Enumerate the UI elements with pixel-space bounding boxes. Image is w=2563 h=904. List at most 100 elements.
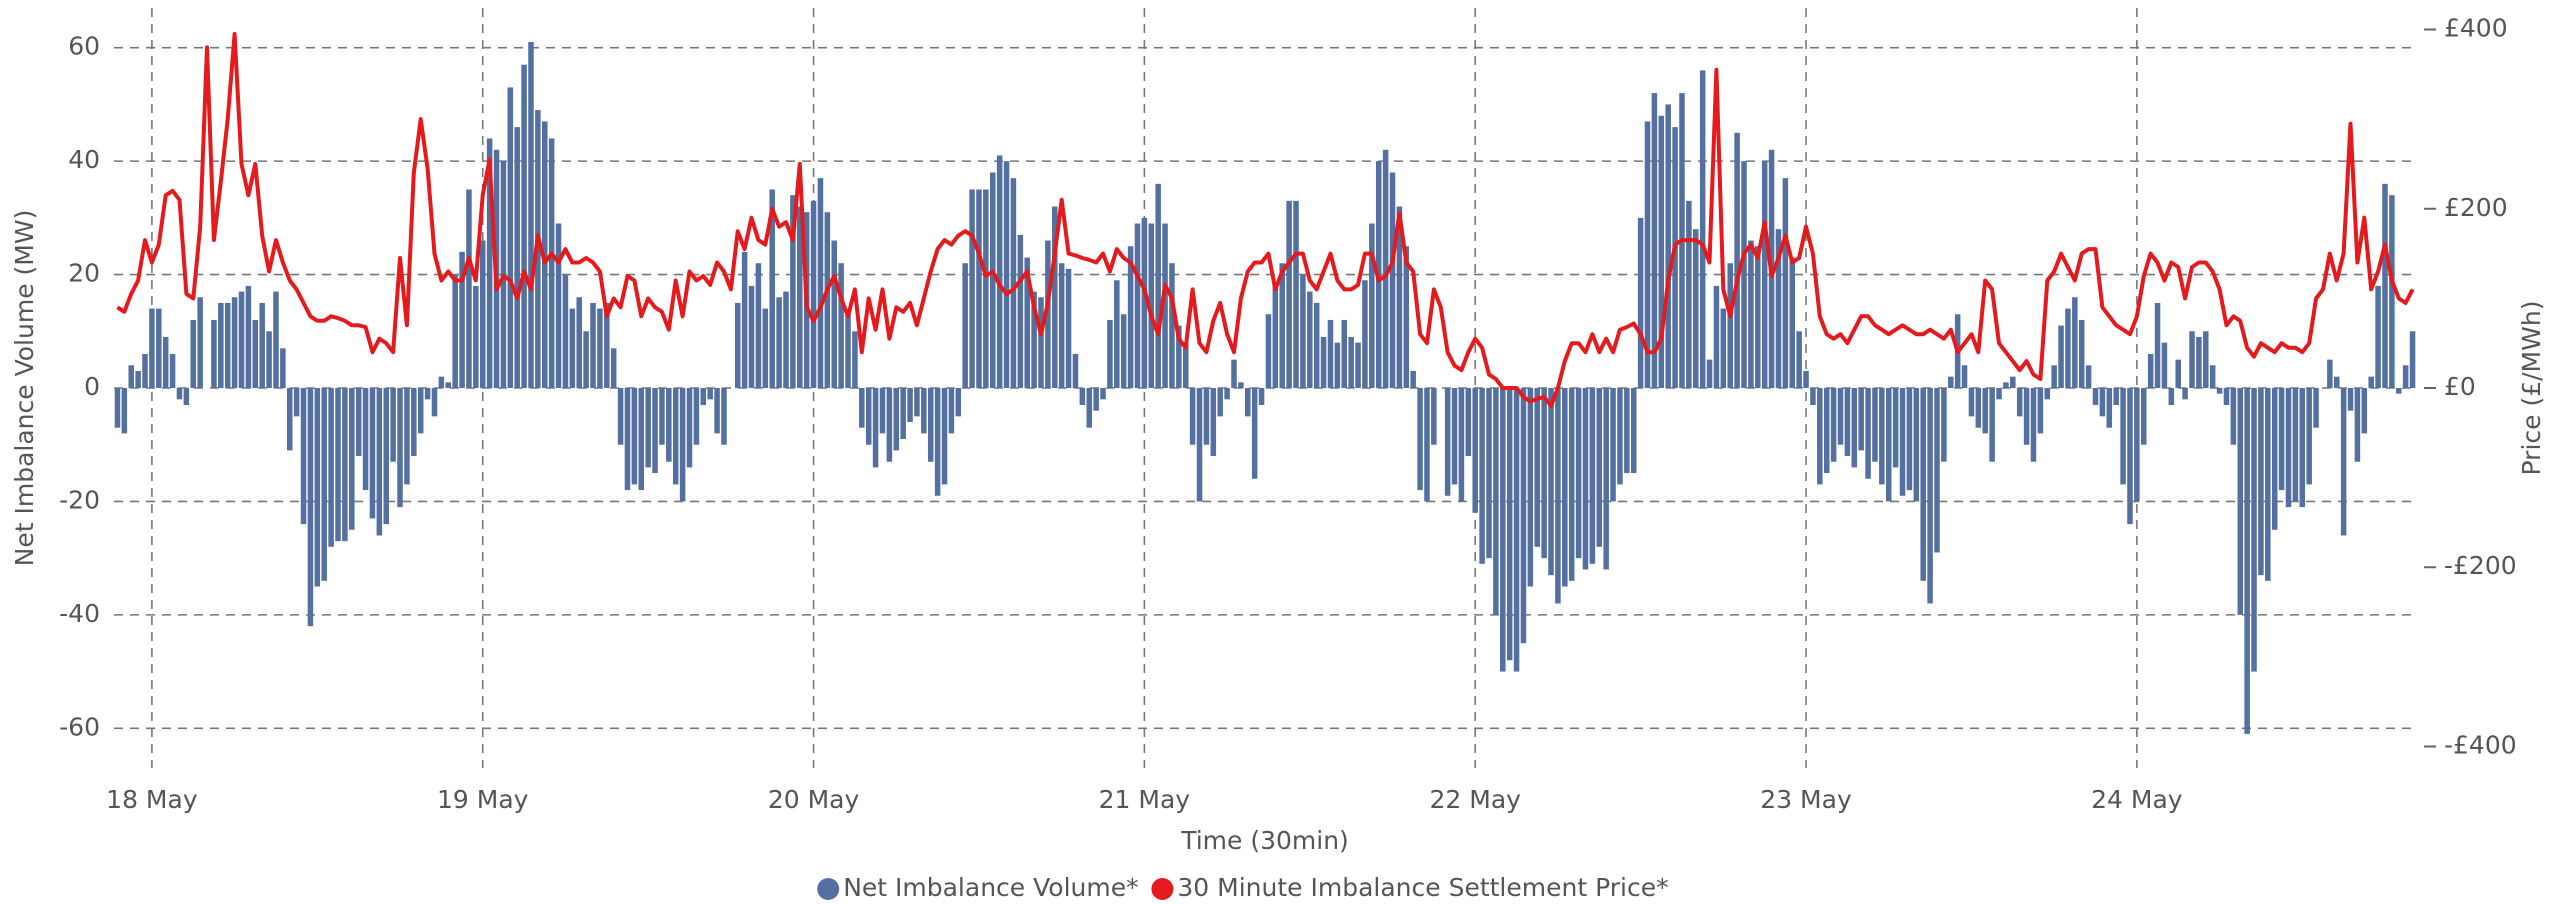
bar	[238, 291, 245, 388]
bar	[252, 319, 259, 388]
bar	[1369, 223, 1375, 388]
bar	[2196, 336, 2202, 388]
bar	[2189, 331, 2195, 388]
bar	[2175, 359, 2181, 388]
bar	[1500, 388, 1506, 672]
bar	[610, 348, 617, 388]
x-tick-label: 20 May	[768, 785, 860, 814]
bar	[1341, 319, 1348, 388]
bar	[1810, 388, 1816, 406]
bar	[872, 388, 879, 468]
bar	[590, 302, 596, 388]
bar	[2154, 302, 2161, 388]
bar	[397, 388, 403, 508]
bar	[176, 388, 183, 400]
bar	[879, 388, 886, 434]
bar	[128, 365, 134, 388]
bar	[1327, 319, 1334, 388]
bar	[383, 388, 389, 525]
bar	[597, 308, 603, 388]
bar	[1961, 365, 1968, 388]
bar	[672, 388, 679, 485]
bar	[1665, 104, 1671, 388]
bar	[2368, 376, 2374, 388]
bar	[273, 291, 279, 388]
x-axis-title: Time (30min)	[1180, 826, 1349, 855]
bar	[1258, 388, 1265, 406]
bar	[424, 388, 431, 400]
bar	[859, 388, 865, 428]
bar	[576, 297, 582, 388]
bar	[741, 251, 748, 388]
bar	[638, 388, 645, 491]
bar	[1603, 388, 1609, 570]
bar	[1444, 388, 1451, 496]
bar	[569, 308, 576, 388]
bar	[2409, 331, 2416, 388]
legend-marker	[817, 878, 840, 900]
bar	[955, 388, 962, 417]
bar	[211, 319, 217, 388]
bar	[1307, 291, 1313, 388]
bar	[1630, 388, 1637, 474]
bar	[1520, 388, 1527, 644]
bar	[1079, 388, 1086, 406]
bar	[169, 353, 176, 388]
bar	[1293, 200, 1299, 388]
bar	[1568, 388, 1575, 581]
bar	[280, 348, 286, 388]
bar	[1830, 388, 1837, 462]
bar	[983, 189, 989, 388]
bar	[1934, 388, 1940, 553]
bar	[1837, 388, 1844, 445]
bar	[2078, 319, 2085, 388]
bar	[1541, 388, 1547, 559]
bar	[1686, 200, 1692, 388]
bar	[466, 189, 472, 388]
bar	[1086, 388, 1093, 428]
bar	[1279, 263, 1285, 388]
bar	[2271, 388, 2278, 530]
bar	[314, 388, 321, 587]
bar	[2396, 388, 2402, 394]
bar	[941, 388, 948, 485]
bar	[142, 353, 148, 388]
bar	[1506, 388, 1513, 661]
bar	[2203, 331, 2209, 388]
price-line	[116, 32, 2415, 408]
bar	[748, 285, 755, 388]
bar	[1465, 388, 1472, 457]
legend-marker	[1151, 878, 1174, 900]
bar	[459, 251, 465, 388]
bar	[1879, 388, 1885, 485]
bar	[1796, 331, 1802, 388]
bar	[1093, 388, 1099, 411]
bar	[1245, 388, 1251, 417]
bar	[893, 388, 900, 451]
bar	[2223, 388, 2230, 406]
bar	[1072, 353, 1079, 388]
bar	[1065, 268, 1072, 388]
bar	[934, 388, 941, 496]
bar	[1182, 342, 1189, 388]
bar	[362, 388, 369, 491]
bar	[659, 388, 665, 445]
bar	[2037, 388, 2044, 434]
bar	[376, 388, 383, 536]
bar	[679, 388, 686, 502]
y2-tick-label: -£400	[2444, 730, 2517, 759]
bar	[1748, 240, 1754, 388]
bar	[1155, 183, 1161, 388]
bar	[1713, 285, 1720, 388]
bar	[1989, 388, 1995, 462]
bar	[452, 274, 458, 388]
bar	[411, 388, 417, 457]
bar	[1548, 388, 1554, 576]
y-tick-label: 20	[68, 259, 100, 288]
bar	[562, 274, 569, 388]
bar	[2016, 388, 2023, 417]
bar	[473, 285, 479, 388]
bar	[1058, 263, 1065, 388]
bar	[2010, 376, 2016, 388]
bar	[2285, 388, 2292, 508]
